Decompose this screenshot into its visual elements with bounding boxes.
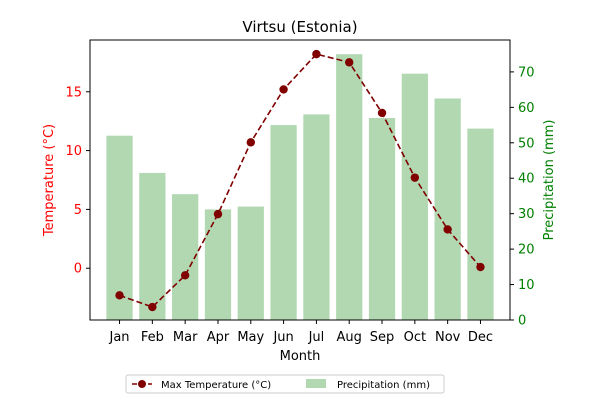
right-axis: 0 10 20 30 40 50 60 70 bbox=[510, 65, 535, 329]
x-tick-label-mar: Mar bbox=[173, 330, 198, 345]
temperature-line bbox=[115, 49, 485, 312]
precipitation-bar-oct bbox=[401, 73, 428, 320]
x-tick-label-jun: Jun bbox=[272, 330, 293, 345]
temperature-point-jun bbox=[279, 85, 288, 94]
x-tick-label-may: May bbox=[237, 330, 264, 345]
right-tick-label: 0 bbox=[518, 314, 526, 329]
plot-frame bbox=[89, 39, 511, 321]
right-tick-label: 70 bbox=[518, 65, 535, 80]
x-tick-label-nov: Nov bbox=[435, 330, 461, 345]
x-tick-label-aug: Aug bbox=[337, 330, 362, 345]
left-tick-label: 0 bbox=[74, 262, 82, 277]
temperature-point-mar bbox=[180, 271, 190, 280]
legend-label-temperature: Max Temperature (°C) bbox=[161, 380, 271, 391]
right-tick-label: 40 bbox=[518, 172, 535, 187]
precipitation-bar-apr bbox=[204, 209, 232, 320]
right-axis-label: Precipitation (mm) bbox=[542, 120, 557, 241]
x-tick-label-jul: Jul bbox=[308, 330, 325, 345]
left-axis: 0 5 10 15 bbox=[65, 85, 90, 277]
precipitation-bars bbox=[106, 54, 494, 320]
precipitation-bar-may bbox=[237, 206, 264, 320]
x-axis-label: Month bbox=[280, 349, 321, 364]
right-tick-label: 10 bbox=[518, 278, 535, 293]
right-tick-label: 30 bbox=[518, 207, 535, 222]
precipitation-bar-sep bbox=[368, 117, 396, 320]
precipitation-bar-jul bbox=[303, 114, 330, 320]
legend-label-precipitation: Precipitation (mm) bbox=[337, 380, 430, 391]
legend: Max Temperature (°C) Precipitation (mm) bbox=[125, 374, 445, 394]
temperature-point-feb bbox=[148, 302, 157, 312]
right-tick-label: 50 bbox=[518, 136, 535, 151]
x-tick-label-sep: Sep bbox=[370, 330, 395, 345]
temperature-point-jan bbox=[115, 291, 124, 300]
legend-bar-swatch bbox=[306, 379, 326, 388]
precipitation-bar-feb bbox=[139, 172, 166, 320]
precipitation-bar-dec bbox=[467, 128, 494, 320]
temperature-point-sep bbox=[377, 108, 387, 118]
precipitation-bar-nov bbox=[434, 98, 461, 320]
x-tick-label-feb: Feb bbox=[141, 330, 164, 345]
temperature-point-apr bbox=[213, 209, 223, 219]
left-tick-label: 15 bbox=[65, 85, 82, 100]
temperature-point-aug bbox=[345, 58, 354, 67]
temperature-point-nov bbox=[443, 225, 452, 234]
temperature-series-line bbox=[119, 53, 482, 308]
temperature-point-jul bbox=[312, 49, 321, 59]
temperature-point-dec bbox=[476, 262, 485, 272]
legend-line-marker bbox=[138, 380, 146, 388]
x-tick-label-dec: Dec bbox=[468, 330, 493, 345]
right-tick-label: 20 bbox=[518, 243, 535, 258]
right-tick-label: 60 bbox=[518, 101, 535, 116]
x-tick-label-oct: Oct bbox=[404, 330, 426, 345]
legend-frame bbox=[125, 374, 445, 394]
left-tick-label: 10 bbox=[65, 144, 82, 159]
temperature-point-oct bbox=[410, 173, 420, 182]
x-axis: Jan Feb Mar Apr May Jun Jul Aug Sep Oct Nov Dec bbox=[109, 320, 493, 345]
x-tick-label-apr: Apr bbox=[207, 330, 230, 345]
left-axis-label: Temperature (°C) bbox=[42, 124, 57, 237]
precipitation-bar-mar bbox=[172, 194, 199, 320]
precipitation-bar-jun bbox=[270, 125, 297, 320]
left-tick-label: 5 bbox=[74, 203, 82, 218]
x-tick-label-jan: Jan bbox=[109, 330, 130, 345]
chart-title: Virtsu (Estonia) bbox=[242, 18, 357, 36]
precipitation-bar-jan bbox=[106, 135, 133, 320]
temperature-point-may bbox=[246, 138, 255, 147]
precipitation-bar-aug bbox=[336, 54, 363, 320]
